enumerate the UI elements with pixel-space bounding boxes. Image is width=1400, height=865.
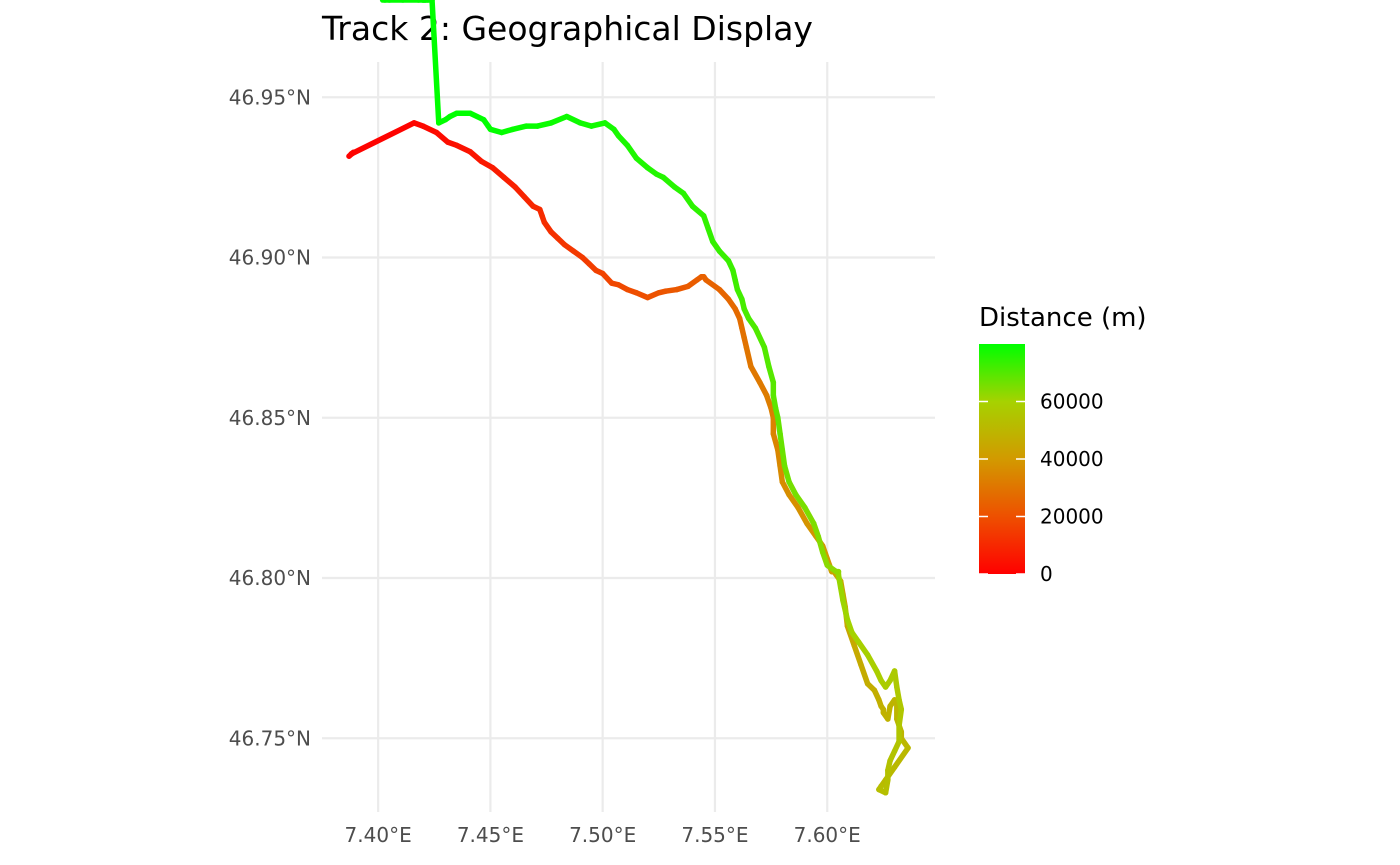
- track-segment: [891, 745, 911, 770]
- legend-title: Distance (m): [979, 303, 1147, 333]
- track-segment: [802, 504, 817, 527]
- track-segment: [851, 642, 864, 668]
- track-segment: [766, 363, 777, 386]
- legend-break-label: 60000: [1040, 390, 1104, 414]
- track-path: [346, 0, 911, 796]
- x-axis-labels: 7.40°E 7.45°E 7.50°E 7.55°E 7.60°E: [345, 823, 861, 847]
- x-tick-label: 7.45°E: [457, 823, 524, 847]
- y-tick-label: 46.80°N: [229, 566, 311, 590]
- track-segment: [770, 431, 781, 453]
- track-segment: [752, 325, 768, 351]
- y-tick-label: 46.90°N: [229, 246, 311, 270]
- track-segment: [429, 0, 442, 126]
- track-segment: [761, 344, 772, 370]
- x-tick-label: 7.40°E: [345, 823, 412, 847]
- x-tick-label: 7.55°E: [681, 823, 748, 847]
- track-segment: [795, 504, 810, 527]
- legend-break-label: 0: [1040, 562, 1053, 586]
- track-segment: [743, 344, 754, 370]
- legend-break-label: 20000: [1040, 505, 1104, 529]
- grid-lines: [322, 62, 935, 812]
- track-segment: [548, 113, 570, 126]
- x-tick-label: 7.60°E: [794, 823, 861, 847]
- track-segment: [864, 652, 880, 674]
- track-segment: [815, 533, 826, 556]
- track-segment: [703, 277, 723, 293]
- track-segment: [748, 363, 763, 386]
- x-tick-label: 7.50°E: [569, 823, 636, 847]
- track-segment: [781, 463, 792, 485]
- track-segment: [858, 661, 871, 687]
- y-axis-labels: 46.75°N 46.80°N 46.85°N 46.90°N 46.95°N: [229, 85, 311, 750]
- y-tick-label: 46.75°N: [229, 726, 311, 750]
- y-tick-label: 46.95°N: [229, 85, 311, 109]
- legend-ticks: 0 20000 40000 60000: [979, 390, 1104, 586]
- chart-title: Track 2: Geographical Display: [321, 9, 813, 48]
- legend-break-label: 40000: [1040, 447, 1104, 471]
- track-segment: [348, 120, 417, 157]
- color-legend: Distance (m) 0 20000 40000 60000: [979, 303, 1147, 586]
- track-segment: [840, 597, 851, 623]
- y-tick-label: 46.85°N: [229, 406, 311, 430]
